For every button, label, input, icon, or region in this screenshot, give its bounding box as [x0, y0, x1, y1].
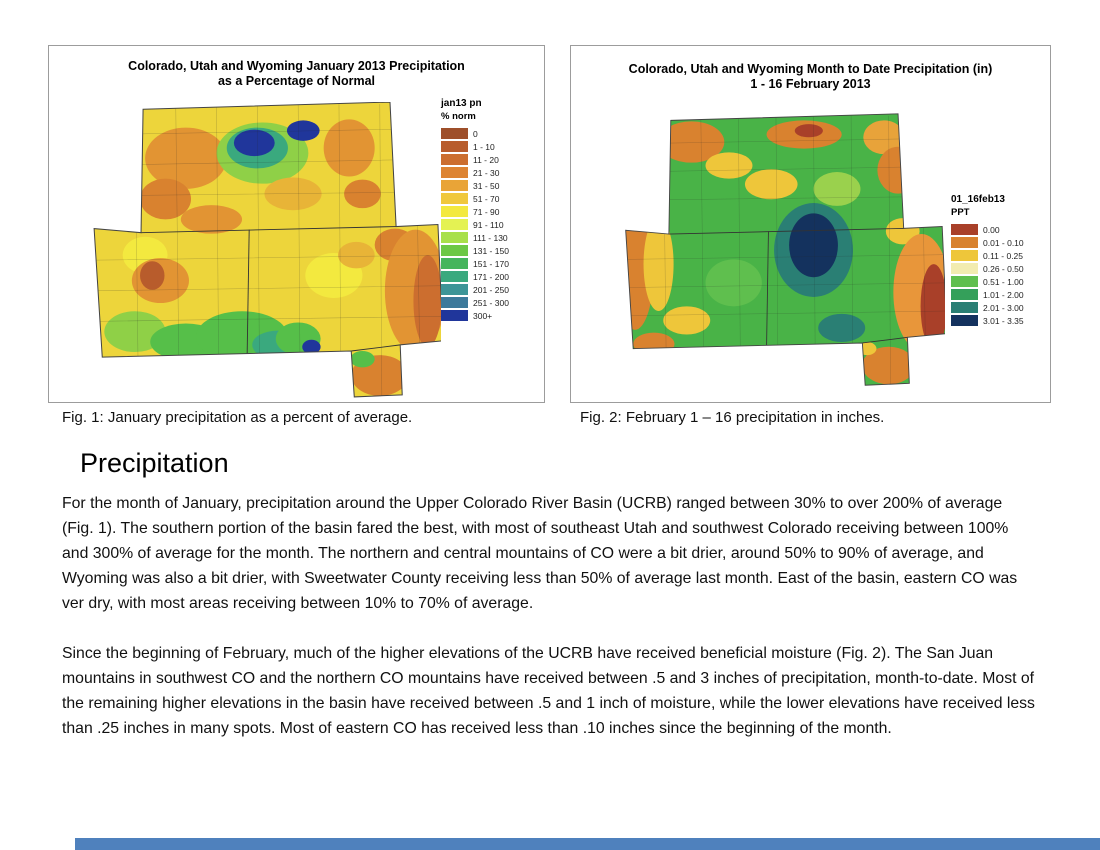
legend-february-name: 01_16feb13	[951, 194, 1005, 205]
legend-swatch	[441, 206, 468, 217]
legend-swatch	[441, 271, 468, 282]
figure-1-caption: Fig. 1: January precipitation as a perce…	[62, 409, 413, 426]
legend-swatch	[951, 263, 978, 274]
legend-item: 3.01 - 3.35	[951, 314, 1053, 327]
legend-swatch	[951, 315, 978, 326]
legend-label: 151 - 170	[473, 258, 509, 269]
legend-swatch	[441, 141, 468, 152]
figure-1-title: Colorado, Utah and Wyoming January 2013 …	[49, 59, 544, 89]
state-borders	[141, 226, 401, 356]
legend-label: 31 - 50	[473, 180, 500, 191]
legend-label: 3.01 - 3.35	[983, 315, 1024, 326]
legend-swatch	[951, 237, 978, 248]
legend-item: 300+	[441, 309, 543, 322]
legend-item: 2.01 - 3.00	[951, 301, 1053, 314]
figure-2-title-line1: Colorado, Utah and Wyoming Month to Date…	[628, 62, 993, 76]
legend-item: 0.01 - 0.10	[951, 236, 1053, 249]
legend-january-items: 0 1 - 10 11 - 20 21 - 30	[441, 127, 543, 322]
february-precipitation-map	[625, 113, 945, 386]
legend-label: 2.01 - 3.00	[983, 302, 1024, 313]
legend-label: 0.51 - 1.00	[983, 276, 1024, 287]
legend-label: 0.26 - 0.50	[983, 263, 1024, 274]
legend-swatch	[951, 224, 978, 235]
legend-item: 1 - 10	[441, 140, 543, 153]
legend-swatch	[441, 284, 468, 295]
legend-item: 11 - 20	[441, 153, 543, 166]
legend-label: 111 - 130	[473, 232, 508, 243]
legend-swatch	[441, 245, 468, 256]
legend-swatch	[441, 128, 468, 139]
legend-swatch	[441, 310, 468, 321]
legend-february-items: 0.00 0.01 - 0.10 0.11 - 0.25 0.26 - 0.50	[951, 223, 1053, 327]
legend-item: 171 - 200	[441, 270, 543, 283]
legend-label: 0	[473, 128, 478, 139]
legend-label: 201 - 250	[473, 284, 509, 295]
legend-swatch	[441, 154, 468, 165]
legend-february: 01_16feb13 PPT 0.00 0.01 - 0.10 0.11 - 0…	[951, 194, 1053, 327]
january-precipitation-map	[93, 102, 441, 398]
legend-item: 0	[441, 127, 543, 140]
legend-label: 11 - 20	[473, 154, 499, 165]
legend-label: 171 - 200	[473, 271, 509, 282]
legend-item: 0.11 - 0.25	[951, 249, 1053, 262]
legend-swatch	[441, 258, 468, 269]
footer-bar	[75, 838, 1100, 850]
legend-item: 0.26 - 0.50	[951, 262, 1053, 275]
legend-label: 131 - 150	[473, 245, 509, 256]
legend-swatch	[951, 276, 978, 287]
legend-item: 111 - 130	[441, 231, 543, 244]
legend-item: 21 - 30	[441, 166, 543, 179]
legend-swatch	[441, 180, 468, 191]
legend-swatch	[951, 302, 978, 313]
legend-item: 201 - 250	[441, 283, 543, 296]
legend-february-units: PPT	[951, 207, 970, 218]
legend-item: 1.01 - 2.00	[951, 288, 1053, 301]
paragraph-february: Since the beginning of February, much of…	[62, 645, 1035, 737]
legend-label: 91 - 110	[473, 219, 504, 230]
legend-item: 0.51 - 1.00	[951, 275, 1053, 288]
legend-label: 1.01 - 2.00	[983, 289, 1024, 300]
legend-swatch	[441, 297, 468, 308]
legend-item: 151 - 170	[441, 257, 543, 270]
figure-2-title: Colorado, Utah and Wyoming Month to Date…	[571, 62, 1050, 92]
figure-february-map: Colorado, Utah and Wyoming Month to Date…	[570, 45, 1051, 403]
legend-swatch	[951, 250, 978, 261]
legend-swatch	[441, 167, 468, 178]
legend-label: 0.00	[983, 224, 1000, 235]
section-heading: Precipitation	[80, 448, 229, 478]
figure-2-title-line2: 1 - 16 February 2013	[750, 77, 871, 91]
legend-label: 0.11 - 0.25	[983, 250, 1024, 261]
legend-january-units: % norm	[441, 111, 476, 122]
legend-label: 21 - 30	[473, 167, 500, 178]
legend-label: 300+	[473, 310, 493, 321]
legend-item: 91 - 110	[441, 218, 543, 231]
legend-swatch	[441, 232, 468, 243]
figure-1-title-line2: as a Percentage of Normal	[217, 74, 375, 88]
legend-swatch	[951, 289, 978, 300]
legend-label: 0.01 - 0.10	[983, 237, 1024, 248]
legend-label: 1 - 10	[473, 141, 495, 152]
legend-item: 51 - 70	[441, 192, 543, 205]
legend-label: 51 - 70	[473, 193, 500, 204]
legend-item: 0.00	[951, 223, 1053, 236]
legend-label: 251 - 300	[473, 297, 509, 308]
legend-item: 71 - 90	[441, 205, 543, 218]
state-borders	[668, 227, 908, 347]
figure-1-title-line1: Colorado, Utah and Wyoming January 2013 …	[128, 59, 465, 73]
body-text: For the month of January, precipitation …	[62, 491, 1036, 741]
legend-item: 251 - 300	[441, 296, 543, 309]
legend-swatch	[441, 219, 468, 230]
legend-january: jan13 pn % norm 0 1 - 10 11 - 20	[441, 98, 543, 322]
legend-label: 71 - 90	[473, 206, 500, 217]
figure-2-caption: Fig. 2: February 1 – 16 precipitation in…	[580, 409, 885, 426]
legend-january-name: jan13 pn	[441, 98, 482, 109]
legend-item: 131 - 150	[441, 244, 543, 257]
paragraph-january: For the month of January, precipitation …	[62, 495, 1018, 612]
figure-january-map: Colorado, Utah and Wyoming January 2013 …	[48, 45, 545, 403]
legend-item: 31 - 50	[441, 179, 543, 192]
legend-swatch	[441, 193, 468, 204]
